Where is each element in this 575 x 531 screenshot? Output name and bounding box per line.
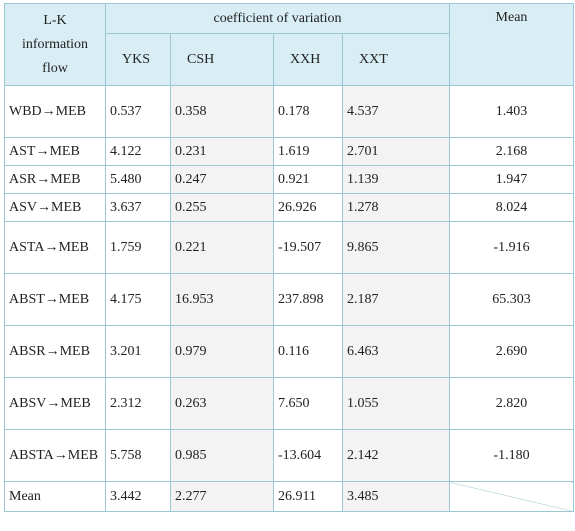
row-mean: 1.947 (449, 165, 574, 194)
cell-value: 6.463 (342, 325, 450, 378)
row-label-header: L-K information flow (4, 3, 106, 86)
cell-value: 1.619 (273, 137, 343, 166)
table-row: ABST→MEB 4.175 16.953 237.898 2.187 65.303 (4, 273, 574, 326)
row-label: WBD→MEB (4, 85, 106, 138)
table-row: ABSV→MEB 2.312 0.263 7.650 1.055 2.820 (4, 377, 574, 430)
table-row: WBD→MEB 0.537 0.358 0.178 4.537 1.403 (4, 85, 574, 138)
cell-value: 0.358 (170, 85, 274, 138)
cell-value: 9.865 (342, 221, 450, 274)
cell-value: 4.175 (105, 273, 171, 326)
footer-value: 2.277 (170, 481, 274, 512)
row-mean: -1.180 (449, 429, 574, 482)
cell-value: -13.604 (273, 429, 343, 482)
table-row: ABSTA→MEB 5.758 0.985 -13.604 2.142 -1.180 (4, 429, 574, 482)
cell-value: -19.507 (273, 221, 343, 274)
footer-value: 3.485 (342, 481, 450, 512)
cell-value: 3.201 (105, 325, 171, 378)
mean-header: Mean (449, 3, 574, 86)
cell-value: 1.139 (342, 165, 450, 194)
cell-value: 3.637 (105, 193, 171, 222)
cell-value: 1.759 (105, 221, 171, 274)
row-mean: 65.303 (449, 273, 574, 326)
footer-label: Mean (4, 481, 106, 512)
cell-value: 2.142 (342, 429, 450, 482)
column-header: XXT (342, 33, 450, 86)
cell-value: 0.255 (170, 193, 274, 222)
coefficient-table: L-K information flow coefficient of vari… (4, 3, 574, 512)
row-label: ABST→MEB (4, 273, 106, 326)
table-row: ASV→MEB 3.637 0.255 26.926 1.278 8.024 (4, 193, 574, 222)
cell-value: 4.122 (105, 137, 171, 166)
cell-value: 1.278 (342, 193, 450, 222)
row-label: ASR→MEB (4, 165, 106, 194)
row-label: ABSR→MEB (4, 325, 106, 378)
footer-value: 3.442 (105, 481, 171, 512)
cell-value: 0.247 (170, 165, 274, 194)
row-mean: 2.690 (449, 325, 574, 378)
column-header: XXH (273, 33, 343, 86)
footer-row: Mean 3.442 2.277 26.911 3.485 (4, 481, 574, 512)
row-mean: 1.403 (449, 85, 574, 138)
cell-value: 16.953 (170, 273, 274, 326)
row-mean: -1.916 (449, 221, 574, 274)
group-header: coefficient of variation (105, 3, 450, 34)
table-row: ASR→MEB 5.480 0.247 0.921 1.139 1.947 (4, 165, 574, 194)
empty-diagonal-cell (449, 481, 574, 512)
row-label: ASV→MEB (4, 193, 106, 222)
cell-value: 26.926 (273, 193, 343, 222)
cell-value: 0.231 (170, 137, 274, 166)
cell-value: 7.650 (273, 377, 343, 430)
cell-value: 5.480 (105, 165, 171, 194)
cell-value: 5.758 (105, 429, 171, 482)
row-label: ABSTA→MEB (4, 429, 106, 482)
cell-value: 237.898 (273, 273, 343, 326)
cell-value: 0.537 (105, 85, 171, 138)
cell-value: 4.537 (342, 85, 450, 138)
cell-value: 2.701 (342, 137, 450, 166)
row-mean: 2.168 (449, 137, 574, 166)
cell-value: 0.178 (273, 85, 343, 138)
column-header: CSH (170, 33, 274, 86)
cell-value: 2.187 (342, 273, 450, 326)
table-row: AST→MEB 4.122 0.231 1.619 2.701 2.168 (4, 137, 574, 166)
column-header: YKS (105, 33, 171, 86)
cell-value: 2.312 (105, 377, 171, 430)
row-mean: 2.820 (449, 377, 574, 430)
cell-value: 0.985 (170, 429, 274, 482)
cell-value: 0.263 (170, 377, 274, 430)
table-row: ABSR→MEB 3.201 0.979 0.116 6.463 2.690 (4, 325, 574, 378)
row-label: AST→MEB (4, 137, 106, 166)
row-mean: 8.024 (449, 193, 574, 222)
row-label: ASTA→MEB (4, 221, 106, 274)
cell-value: 0.979 (170, 325, 274, 378)
table-row: ASTA→MEB 1.759 0.221 -19.507 9.865 -1.916 (4, 221, 574, 274)
cell-value: 0.921 (273, 165, 343, 194)
cell-value: 0.221 (170, 221, 274, 274)
footer-value: 26.911 (273, 481, 343, 512)
cell-value: 1.055 (342, 377, 450, 430)
cell-value: 0.116 (273, 325, 343, 378)
row-label: ABSV→MEB (4, 377, 106, 430)
